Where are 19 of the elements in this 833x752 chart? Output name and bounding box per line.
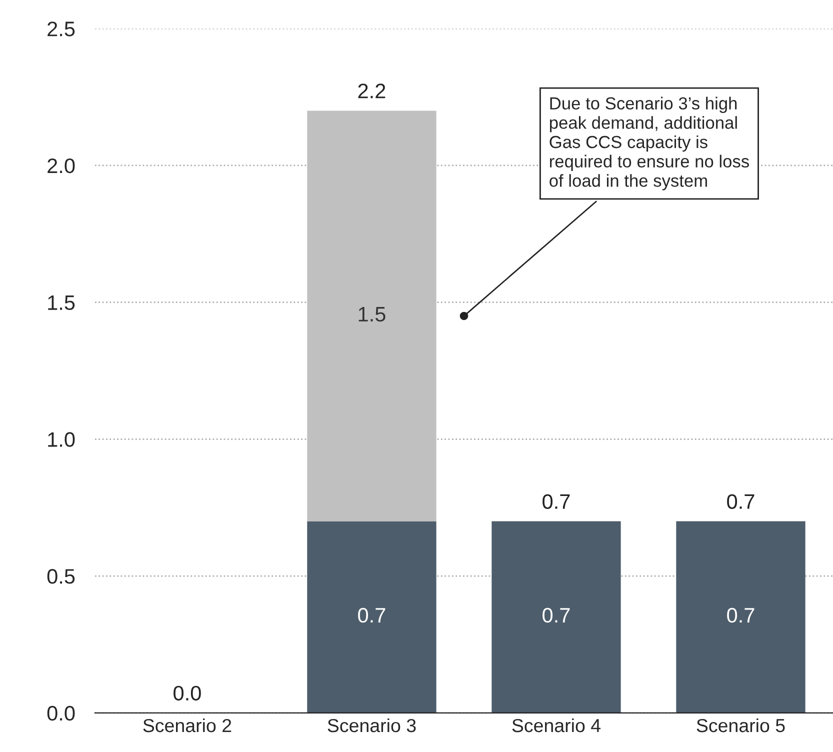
y-tick-label: 2.5 [48, 22, 75, 36]
total-label: 0.7 [542, 494, 570, 509]
total-label: 0.7 [727, 494, 754, 509]
y-tick-label: 0.0 [47, 706, 75, 721]
y-tick-label: 2.0 [48, 158, 75, 174]
total-label: 2.2 [358, 84, 386, 98]
total-label: 0.0 [174, 686, 201, 701]
y-tick-label: 1.5 [48, 296, 75, 310]
data-label: 0.7 [358, 608, 386, 623]
x-tick-label: Scenario 5 [696, 718, 785, 732]
data-label: 0.7 [542, 608, 570, 623]
x-tick-label: Scenario 4 [512, 718, 601, 732]
y-tick-label: 0.5 [47, 569, 75, 584]
x-tick-label: Scenario 2 [143, 718, 232, 732]
x-tick-label: Scenario 3 [328, 718, 416, 732]
data-label: 0.7 [727, 608, 754, 623]
data-label: 1.5 [358, 307, 386, 322]
y-tick-label: 1.0 [48, 432, 75, 447]
annotation: Due to Scenario 3’s high peak demand, additional Gas CCS capacity is required to ensure no loss of load in the system [550, 96, 749, 190]
